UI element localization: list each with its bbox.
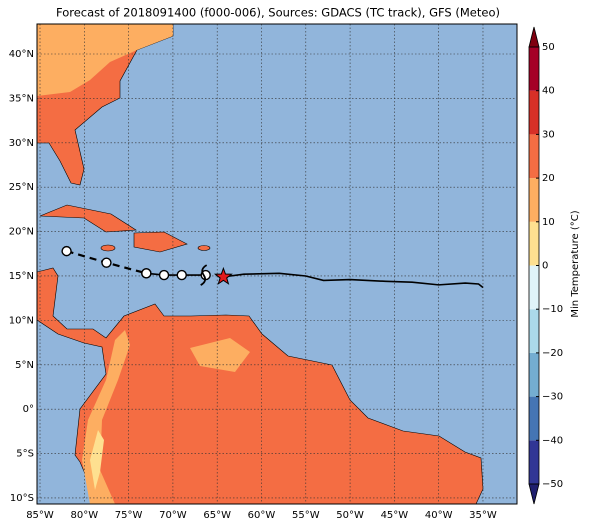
colorbar-tick-label: −40 [542, 435, 563, 446]
x-tick-label: 55°W [292, 510, 320, 521]
map-frame [36, 23, 518, 505]
x-tick-label: 85°W [26, 510, 54, 521]
x-tick-label: 40°W [425, 510, 453, 521]
colorbar-under [528, 483, 540, 505]
track-line [223, 272, 484, 289]
colorbar-segment [529, 352, 539, 397]
colorbar-segment [529, 90, 539, 135]
colorbar-over [528, 26, 540, 48]
y-tick-label: 15°N [9, 271, 34, 282]
y-tick-label: 0° [23, 404, 34, 415]
colorbar-segment [529, 396, 539, 441]
track-point [101, 257, 112, 268]
y-tick-label: 30°N [9, 138, 34, 149]
y-tick-label: 10°S [10, 493, 34, 504]
y-tick-label: 25°N [9, 182, 34, 193]
x-tick-label: 65°W [203, 510, 231, 521]
y-tick-label: 40°N [9, 49, 34, 60]
colorbar-segment [529, 440, 539, 484]
hurricane-symbol [200, 264, 208, 286]
x-tick-label: 45°W [381, 510, 409, 521]
colorbar-tick-label: 20 [542, 173, 555, 184]
colorbar-tick-label: −30 [542, 392, 563, 403]
track-point [176, 269, 187, 281]
colorbar-segment [529, 221, 539, 266]
map-title: Forecast of 2018091400 (f000-006), Sourc… [56, 6, 500, 20]
y-tick-label: 5°S [16, 449, 34, 460]
colorbar-tick-label: 50 [542, 42, 555, 53]
colorbar-segment [529, 178, 539, 222]
colorbar-segment [529, 265, 539, 310]
colorbar-tick-label: 40 [542, 86, 555, 97]
track-point [141, 268, 152, 279]
colorbar-tick-label: −20 [542, 348, 563, 359]
y-tick-label: 5°N [15, 360, 34, 371]
x-tick-label: 75°W [115, 510, 143, 521]
land-shading [37, 24, 250, 504]
x-tick-label: 35°W [469, 510, 497, 521]
colorbar-tick-label: −50 [542, 479, 563, 490]
colorbar-tick-label: 10 [542, 217, 555, 228]
colorbar-segment [529, 134, 539, 179]
x-tick-label: 50°W [336, 510, 364, 521]
colorbar-label: Min Temperature (°C) [570, 210, 581, 317]
colorbar-tick-label: −10 [542, 304, 563, 315]
y-tick-label: 35°N [9, 93, 34, 104]
track-line [146, 272, 206, 276]
colorbar-segment [529, 309, 539, 353]
colorbar-tick-label: 30 [542, 129, 555, 140]
x-tick-label: 60°W [248, 510, 276, 521]
colorbar-tick-label: 0 [542, 261, 548, 272]
current-position [213, 266, 233, 285]
x-tick-label: 70°W [159, 510, 187, 521]
track-point [61, 245, 72, 257]
y-tick-label: 10°N [9, 315, 34, 326]
track-point [158, 269, 170, 281]
colorbar-segment [529, 47, 539, 91]
y-tick-label: 20°N [9, 227, 34, 238]
map-area [37, 24, 517, 504]
x-tick-label: 80°W [70, 510, 98, 521]
